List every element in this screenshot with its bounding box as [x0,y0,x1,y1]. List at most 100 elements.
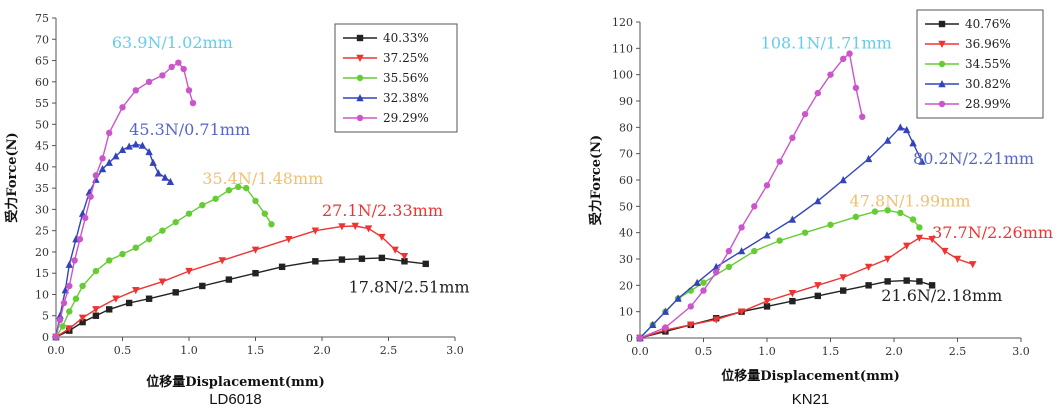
data-point [66,308,73,315]
data-point [98,164,107,173]
data-point [915,234,924,242]
data-point [106,129,113,137]
data-point [119,104,126,111]
peak-annotation: 108.1N/1.71mm [761,33,892,52]
legend: 40.33% 37.25% 35.56% 32.38% 29.29% [334,23,458,133]
series-line [55,225,405,338]
data-point [106,257,113,264]
data-point [261,210,269,217]
y-axis-title: 受力Force(N) [588,135,604,225]
legend-marker [356,54,364,62]
y-tick-label: 120 [612,16,633,29]
data-point [145,235,153,243]
data-point [928,282,936,289]
data-point [166,177,175,185]
y-tick-label: 70 [35,33,49,46]
data-point [125,142,133,150]
data-point [884,207,891,214]
series-4 [636,123,926,342]
data-point [358,255,366,262]
y-tick-label: 60 [619,174,633,187]
data-point [713,268,720,276]
y-tick-label: 70 [619,148,633,161]
x-tick-label: 0.0 [631,345,649,358]
data-point [852,213,860,221]
data-point [225,187,233,194]
y-tick-label: 40 [35,161,49,174]
legend-marker [356,114,364,122]
data-point [82,214,89,222]
data-point [118,145,127,154]
data-point [185,87,193,94]
data-point [154,169,163,177]
data-point [59,323,66,330]
y-tick-label: 55 [35,97,49,110]
x-tick-label: 0.5 [695,345,713,358]
data-point [99,155,106,162]
data-point [865,282,872,289]
y-tick-label: 110 [612,42,633,55]
x-axis-title: 位移量Displacement(mm) [146,374,324,390]
x-tick-label: 2.5 [380,344,398,357]
data-point [763,303,771,310]
chart-panel-1: 0 5 10 15 20 25 30 35 40 45 50 55 60 65 70 75 0.0 0.5 1.0 1… [4,12,470,408]
peak-annotation: 17.8N/2.51mm [349,277,470,296]
data-point [969,261,977,269]
peak-annotation: 47.8N/1.99mm [850,191,971,210]
legend-marker [938,60,946,68]
y-tick-label: 5 [42,310,49,323]
legend-label: 40.76% [965,17,1011,31]
data-point [78,314,87,322]
legend-label: 30.82% [965,77,1011,91]
data-point [422,260,429,268]
data-point [172,218,179,226]
data-point [712,316,720,324]
legend-label: 34.55% [965,57,1011,71]
legend-marker [356,94,364,102]
data-point [338,223,346,231]
data-point [788,215,797,223]
data-point [700,287,707,294]
data-point [66,282,73,290]
data-point [87,193,94,200]
y-tick-label: 45 [35,140,49,153]
data-point [918,157,926,165]
y-tick-label: 15 [35,267,49,280]
data-point [909,216,917,223]
legend-marker [938,20,946,28]
data-point [65,325,73,333]
data-point [56,316,64,324]
data-point [185,267,193,276]
data-point [401,258,408,265]
data-point [199,201,206,209]
x-tick-label: 2.5 [949,345,967,358]
y-tick-label: 0 [42,331,49,344]
data-point [801,229,809,236]
data-point [105,158,113,166]
data-point [285,235,293,244]
legend-marker [938,40,946,48]
peak-annotation: 21.6N/2.18mm [881,286,1002,305]
data-point [725,247,733,255]
x-axis-title: 位移量Displacement(mm) [721,368,899,384]
data-point [364,225,373,233]
data-point [189,99,197,107]
y-tick-label: 20 [35,246,49,259]
panel-caption: KN21 [792,391,830,408]
series-line [55,257,426,338]
legend: 40.76% 36.96% 34.55% 30.82% 28.99% [916,9,1044,119]
y-tick-label: 90 [619,95,633,108]
data-point [751,247,758,255]
data-point [776,237,783,244]
y-tick-label: 30 [619,253,633,266]
data-point [112,295,120,303]
data-point [132,87,139,94]
data-point [859,113,866,121]
data-point [112,152,120,160]
data-point [916,224,923,231]
y-tick-label: 10 [35,288,49,301]
data-point [737,308,746,316]
y-tick-label: 50 [35,118,49,131]
data-point [884,278,891,285]
legend-label: 36.96% [965,37,1011,51]
